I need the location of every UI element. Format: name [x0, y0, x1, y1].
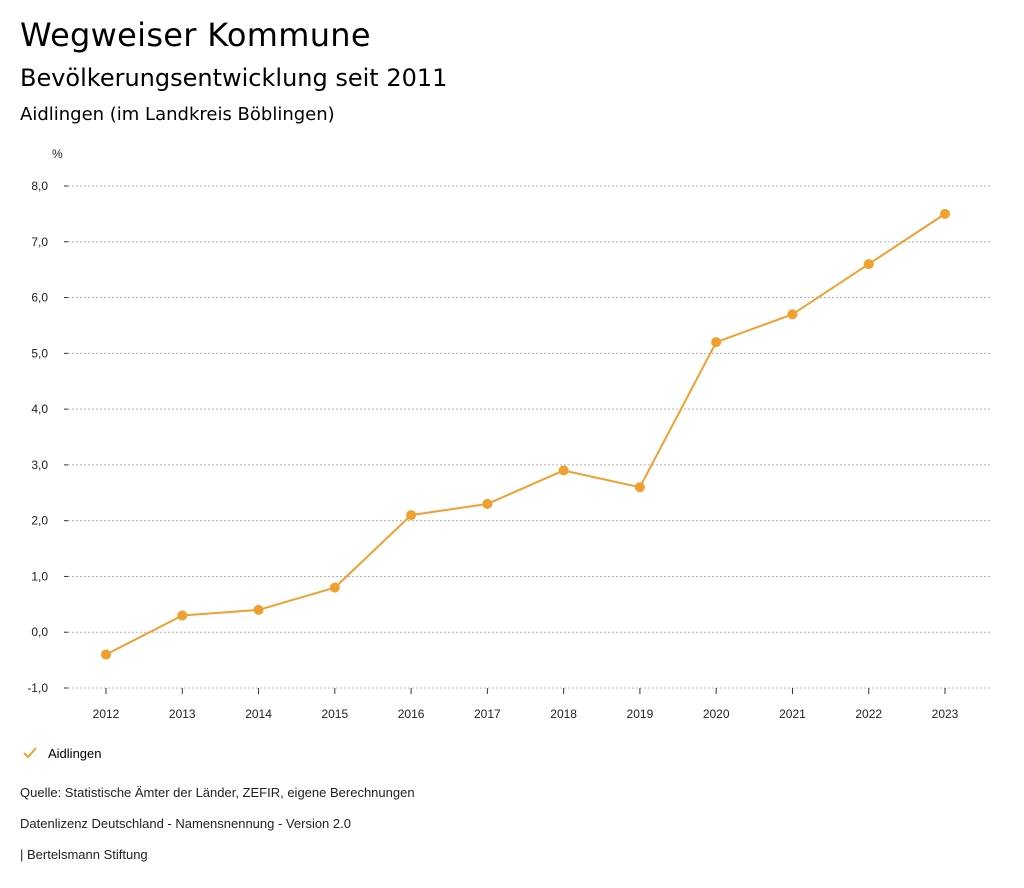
source-note: Quelle: Statistische Ämter der Länder, Z… [20, 785, 415, 800]
data-point [558, 465, 569, 476]
x-tick-label: 2020 [703, 707, 730, 721]
data-point [177, 610, 188, 621]
legend-label: Aidlingen [48, 745, 102, 761]
y-tick-label: 4,0 [31, 402, 48, 416]
license-note: Datenlizenz Deutschland - Namensnennung … [20, 816, 351, 831]
x-tick-label: 2021 [779, 707, 806, 721]
chart-subtitle: Bevölkerungsentwicklung seit 2011 [20, 64, 448, 92]
page-title: Wegweiser Kommune [20, 16, 371, 54]
x-tick-label: 2014 [245, 707, 272, 721]
axes: % -1,0 0,0 1,0 2,0 3,0 4,0 5,0 6,0 7,0 8,0 2012 2013… [27, 147, 958, 721]
data-point [940, 208, 950, 219]
data-point [711, 337, 722, 348]
y-tick-label: 6,0 [31, 291, 48, 305]
data-point [482, 498, 493, 509]
y-tick-label: 8,0 [31, 179, 48, 193]
series-points [101, 208, 950, 660]
y-tick-label: 3,0 [31, 458, 48, 472]
x-tick-label: 2018 [550, 707, 577, 721]
y-tick-label: 2,0 [31, 514, 48, 528]
y-axis-unit-label: % [52, 147, 63, 161]
legend-item-aidlingen[interactable]: Aidlingen [22, 745, 102, 761]
data-point [329, 582, 340, 593]
data-point [787, 309, 798, 320]
y-tick-label: 1,0 [31, 569, 48, 583]
check-icon [23, 747, 37, 759]
x-tick-label: 2015 [321, 707, 348, 721]
data-point [863, 259, 874, 270]
y-tick-label: 0,0 [31, 625, 48, 639]
x-tick-label: 2017 [474, 707, 501, 721]
data-point [406, 510, 417, 521]
series-lines [105, 213, 946, 656]
line-chart: % -1,0 0,0 1,0 2,0 3,0 4,0 5,0 6,0 7,0 8,0 2012 2013… [27, 147, 990, 721]
region-label: Aidlingen (im Landkreis Böblingen) [20, 104, 335, 125]
y-tick-label: 5,0 [31, 346, 48, 360]
x-tick-label: 2016 [398, 707, 425, 721]
x-tick-label: 2012 [93, 707, 120, 721]
y-tick-label: 7,0 [31, 235, 48, 249]
data-point [253, 604, 264, 615]
y-tick-label: -1,0 [27, 681, 48, 695]
credit-note: | Bertelsmann Stiftung [20, 847, 148, 862]
series-line-aidlingen [105, 213, 946, 656]
x-tick-label: 2022 [855, 707, 882, 721]
grid-lines [68, 185, 990, 689]
x-tick-label: 2019 [627, 707, 654, 721]
data-point [634, 482, 645, 493]
x-tick-label: 2023 [932, 707, 959, 721]
data-point [101, 649, 111, 660]
x-tick-label: 2013 [169, 707, 196, 721]
